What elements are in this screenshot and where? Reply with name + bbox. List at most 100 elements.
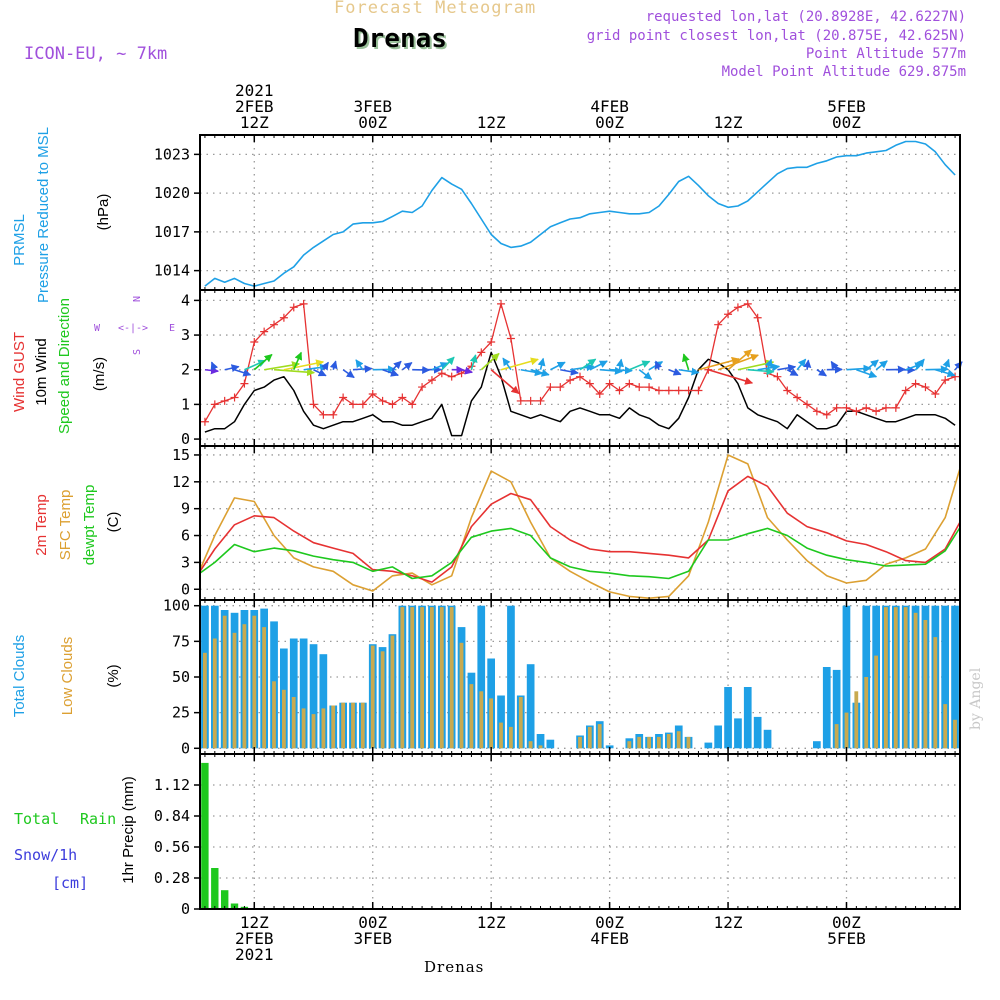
- wind-speed-dir-label: Speed and Direction: [56, 298, 73, 434]
- total-cloud-bar: [536, 734, 545, 749]
- y-tick-label: 15: [172, 446, 190, 464]
- gust-marker: [418, 383, 427, 392]
- low-cloud-bar: [360, 702, 365, 749]
- y-tick-label: 50: [172, 668, 190, 686]
- wind-direction-arrow: [273, 368, 315, 377]
- gust-marker: [743, 299, 752, 308]
- low-cloud-bar: [311, 714, 316, 749]
- low-cloud-bar: [203, 652, 207, 749]
- y-tick-label: 3: [181, 553, 190, 571]
- bottom-time-label: 00Z: [358, 913, 387, 932]
- dewpt-line: [199, 527, 961, 580]
- bottom-time-label: 12Z: [240, 913, 269, 932]
- gust-marker: [506, 334, 515, 343]
- gust-marker: [408, 400, 417, 409]
- gust-marker: [615, 386, 624, 395]
- wind-direction-arrow: [654, 360, 663, 371]
- wind-10m-label: 10m Wind: [33, 338, 50, 406]
- bottom-time-label: 12Z: [477, 913, 506, 932]
- gust-marker: [773, 372, 782, 381]
- top-time-label: 12Z: [714, 113, 743, 132]
- gust-marker: [921, 383, 930, 392]
- wind-direction-arrow: [747, 367, 775, 376]
- bottom-time-label: 12Z: [714, 913, 743, 932]
- gust-marker: [881, 403, 890, 412]
- bottom-time-label: 00Z: [595, 913, 624, 932]
- low-cloud-bar: [410, 607, 415, 749]
- low-cloud-bar: [390, 635, 395, 749]
- low-cloud-bar: [518, 697, 523, 749]
- gust-marker: [358, 400, 367, 409]
- wind-direction-arrow: [765, 358, 773, 371]
- gust-marker: [674, 386, 683, 395]
- wind-direction-arrow: [856, 368, 878, 379]
- y-tick-label: 4: [181, 291, 190, 309]
- low-cloud-bar: [943, 704, 948, 749]
- point-altitude: Point Altitude 577m: [805, 46, 966, 62]
- y-tick-label: 0: [181, 430, 190, 448]
- top-time-label: 4FEB: [590, 97, 629, 116]
- wind-direction-arrow: [668, 368, 682, 376]
- wind-direction-arrow: [682, 353, 690, 370]
- gust-marker: [832, 403, 841, 412]
- precip-panel-labels: Total Rain Snow/1h [cm] 1hr Precip (mm): [14, 776, 137, 892]
- wind-direction-arrow: [253, 353, 273, 371]
- gust-marker: [941, 376, 950, 385]
- low-cloud-bar: [913, 612, 918, 749]
- temp-unit-label: (C): [105, 512, 122, 533]
- gust-marker: [368, 390, 377, 398]
- low-cloud-bar: [380, 651, 385, 749]
- panel-frames: [194, 134, 961, 910]
- super-title: Forecast Meteogram: [334, 0, 537, 18]
- gust-marker: [260, 327, 269, 336]
- low-cloud-bar: [666, 734, 671, 749]
- gust-marker: [279, 313, 288, 322]
- wind-direction-arrow: [401, 361, 413, 371]
- y-tick-label: 0.28: [154, 869, 190, 887]
- grid-lines: [200, 135, 960, 910]
- compass-s: S: [132, 349, 143, 355]
- wind-direction-arrow: [264, 361, 300, 371]
- gust-marker: [546, 383, 555, 392]
- wind-direction-arrow: [914, 358, 925, 371]
- pressure-unit-label: (hPa): [95, 194, 112, 231]
- axis-text: 1014101710201023012340369121502550751000…: [154, 81, 866, 964]
- compass-n: N: [132, 296, 143, 302]
- total-cloud-bar: [605, 745, 614, 749]
- bottom-time-label: 2FEB: [235, 929, 274, 948]
- y-tick-label: 12: [172, 473, 190, 491]
- compass-w: W: [94, 323, 101, 334]
- low-cloud-bar: [864, 677, 869, 749]
- low-cloud-bar: [686, 736, 691, 749]
- y-tick-label: 1014: [154, 262, 190, 280]
- gust-marker: [842, 403, 851, 412]
- y-tick-label: 0.84: [154, 807, 190, 825]
- low-cloud-bar: [637, 736, 642, 749]
- top-time-label: 12Z: [240, 113, 269, 132]
- top-time-label: 5FEB: [827, 97, 866, 116]
- gust-marker: [388, 400, 397, 409]
- y-tick-label: 1017: [154, 223, 190, 241]
- gust-marker: [526, 396, 535, 405]
- total-cloud-bar: [319, 654, 328, 749]
- y-tick-label: 0: [181, 580, 190, 598]
- rain-bar: [211, 868, 219, 909]
- bottom-time-label: 00Z: [832, 913, 861, 932]
- wind-direction-arrow: [777, 363, 797, 372]
- top-time-label: 12Z: [477, 113, 506, 132]
- wind-unit-label: (m/s): [91, 357, 108, 391]
- gust-marker: [812, 407, 821, 416]
- prmsl-label: PRMSL: [11, 214, 28, 266]
- low-cloud-bar: [587, 726, 592, 749]
- gust-marker: [625, 379, 634, 388]
- gust-marker: [240, 379, 249, 388]
- low-cloud-bar: [647, 736, 651, 749]
- gust-marker: [803, 400, 812, 409]
- gust-marker: [635, 383, 644, 392]
- gust-marker: [200, 417, 209, 426]
- gust-marker: [605, 379, 614, 388]
- panel-frame: [199, 134, 961, 291]
- total-clouds-label: Total Clouds: [11, 635, 28, 718]
- low-cloud-bar: [597, 724, 602, 749]
- wind-direction-arrow: [391, 360, 402, 371]
